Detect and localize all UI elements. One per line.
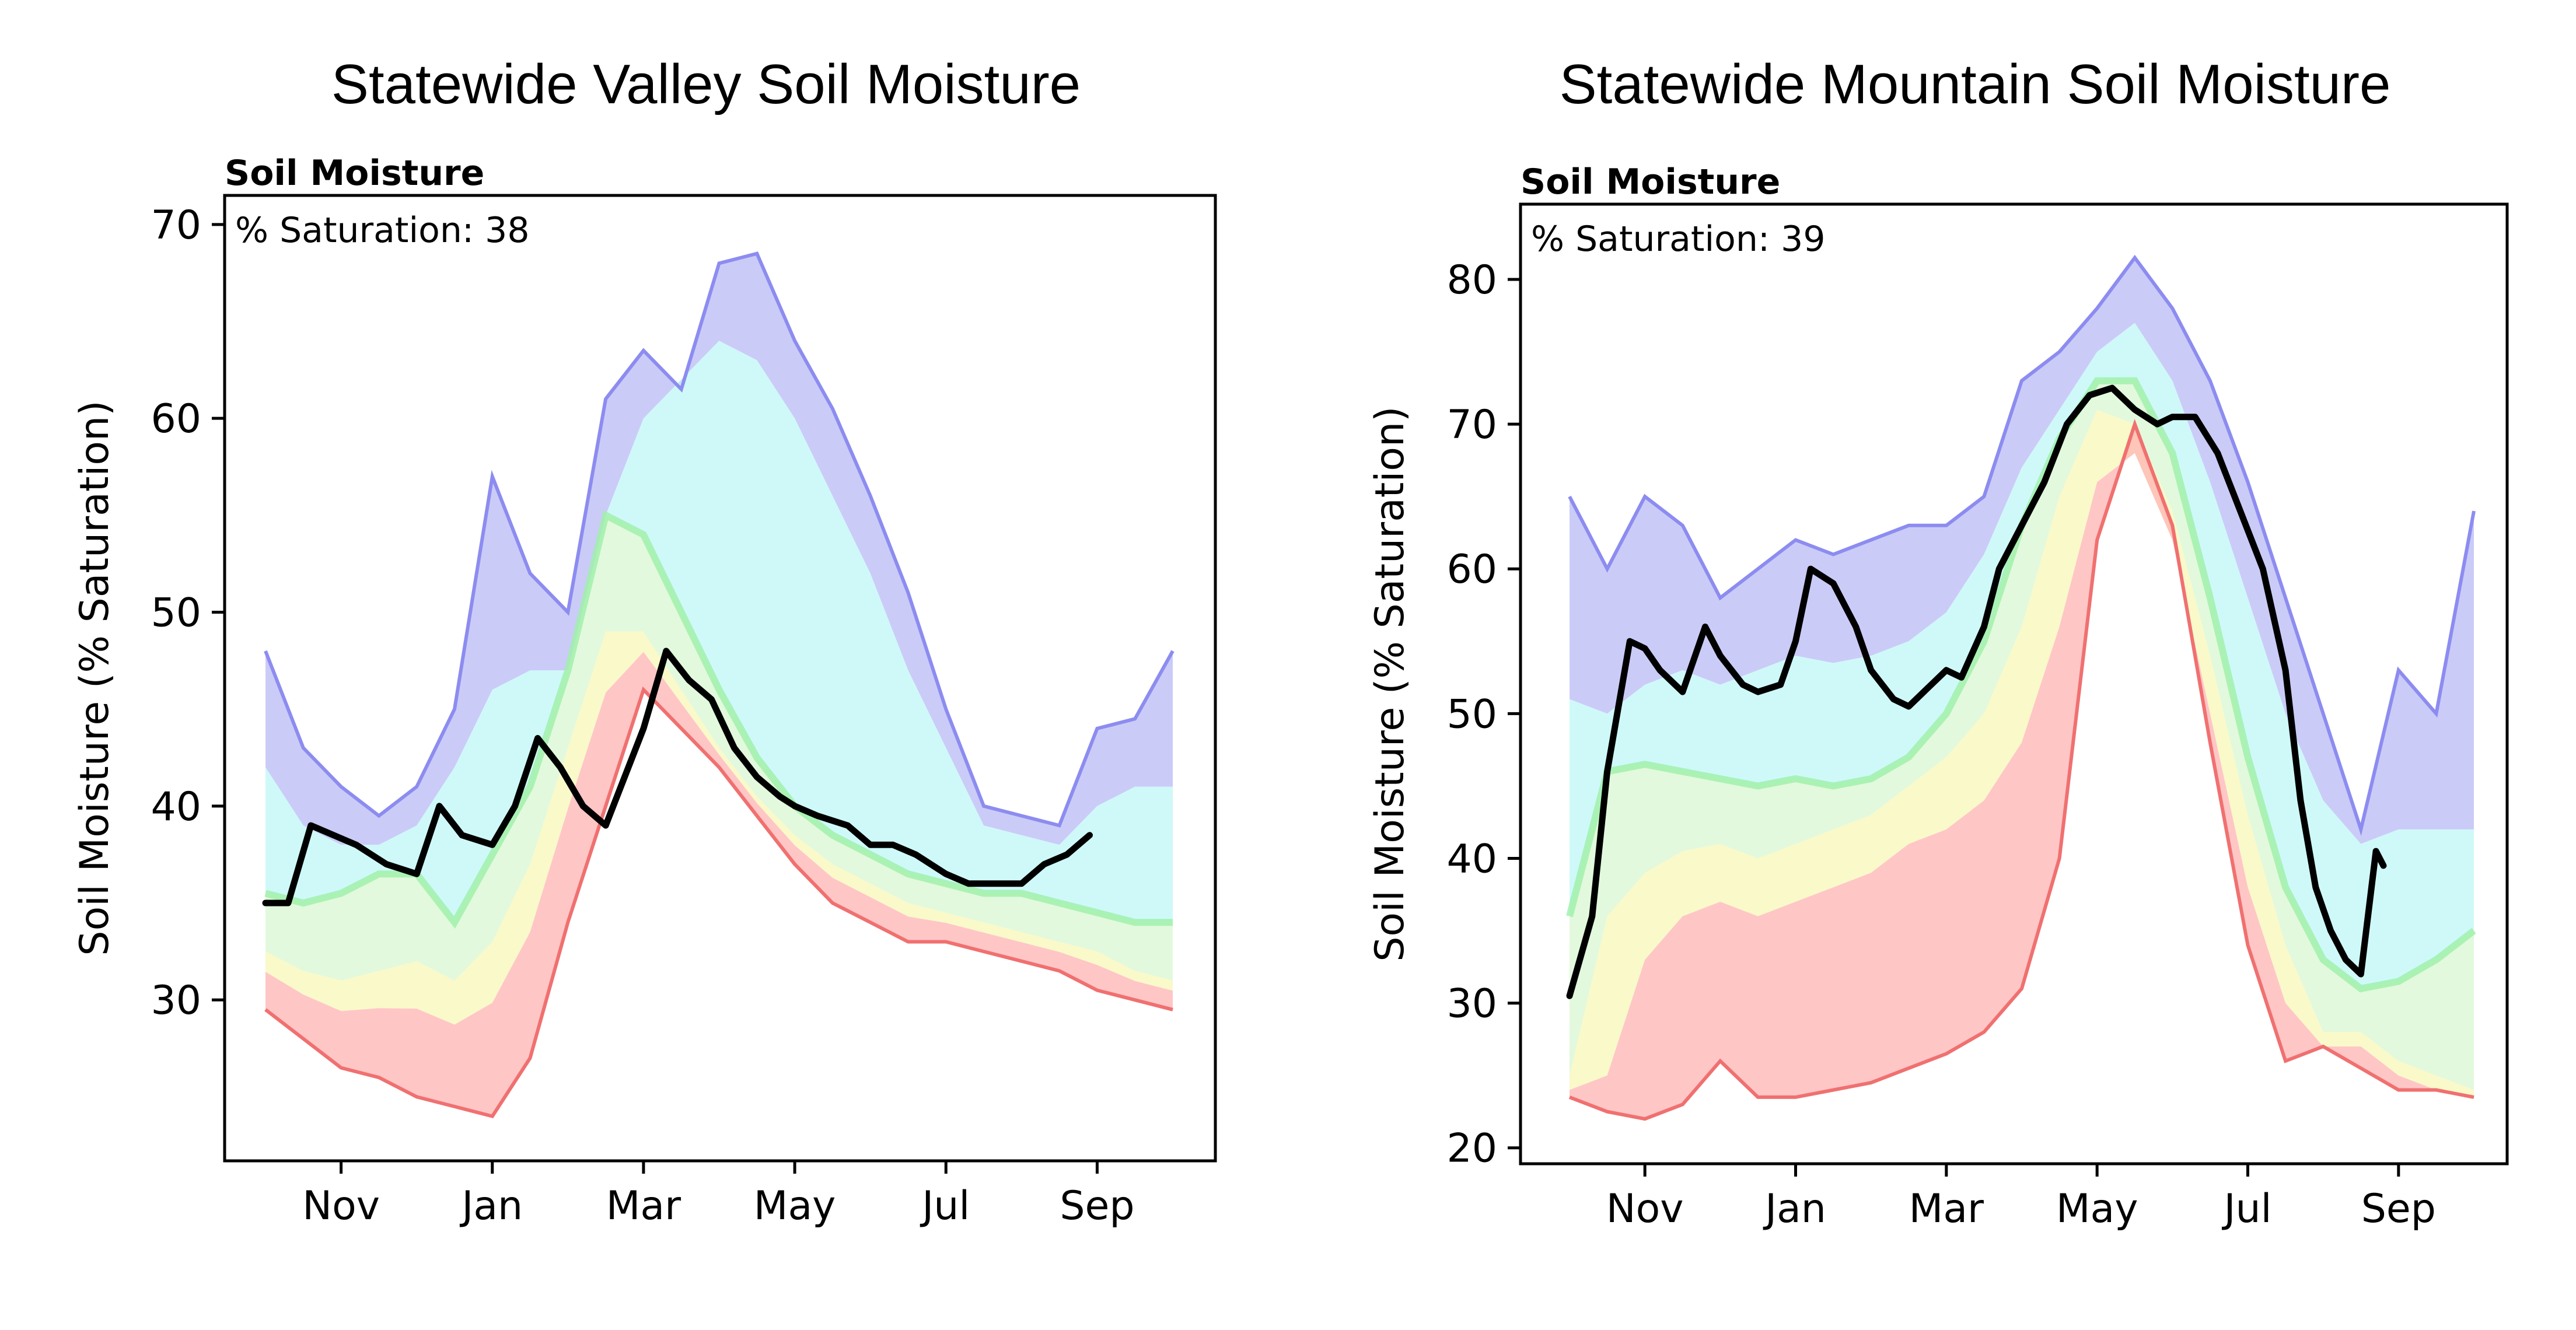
y-tick-label: 50	[1446, 691, 1497, 737]
band-p70-p50	[265, 341, 1173, 923]
x-tick-label: Jan	[459, 1183, 523, 1229]
y-axis-label: Soil Moisture (% Saturation)	[72, 400, 118, 956]
x-tick-label: Sep	[1060, 1183, 1134, 1229]
left-chart-title: Statewide Valley Soil Moisture	[331, 53, 1081, 116]
x-tick-label: Sep	[2361, 1186, 2436, 1232]
band-p30-p10	[265, 631, 1173, 1025]
band-p10-min	[1570, 424, 2474, 1119]
y-tick-label: 30	[151, 978, 201, 1024]
band-max-p70	[1570, 257, 2474, 844]
saturation-annotation: % Saturation: 38	[235, 210, 530, 251]
x-tick-label: Jul	[920, 1183, 970, 1229]
plot-frame	[223, 194, 1217, 1163]
y-tick-label: 70	[151, 202, 201, 249]
y-tick-label: 40	[151, 784, 201, 830]
band-max-p70	[265, 253, 1173, 845]
right-chart-title: Statewide Mountain Soil Moisture	[1559, 53, 2391, 116]
x-tick-label: Mar	[1909, 1186, 1984, 1232]
y-tick-label: 20	[1446, 1126, 1497, 1172]
y-tick-label: 30	[1446, 981, 1497, 1027]
x-tick-label: Jul	[2221, 1186, 2271, 1232]
y-tick-label: 60	[151, 396, 201, 442]
x-tick-label: May	[754, 1183, 836, 1229]
current-soil-moisture-line	[262, 648, 1093, 907]
valley-chart: 30 40 50 60 70 Nov Jan Mar May Jul Sep Soil Moistur…	[72, 153, 1217, 1229]
chart-subtitle: Soil Moisture	[225, 153, 484, 194]
y-axis-label: Soil Moisture (% Saturation)	[1367, 406, 1413, 961]
y-tick-label: 50	[151, 590, 201, 636]
band-p50-p30	[1570, 380, 2474, 1090]
band-p10-min	[265, 652, 1173, 1116]
min-line	[1568, 418, 2474, 1121]
min-line	[264, 686, 1173, 1119]
band-p70-p50	[1570, 323, 2474, 989]
y-tick-label: 70	[1446, 402, 1497, 448]
chart-subtitle: Soil Moisture	[1521, 162, 1780, 202]
mountain-chart: 20 30 40 50 60 70 80 Nov Jan Mar May Jul Sep Soil Moi…	[1367, 162, 2509, 1232]
y-tick-label: 40	[1446, 836, 1497, 882]
x-tick-label: Nov	[302, 1183, 380, 1229]
saturation-annotation: % Saturation: 39	[1531, 219, 1826, 260]
plot-frame	[1519, 202, 2509, 1166]
max-line	[264, 251, 1175, 828]
current-soil-moisture-line	[1566, 384, 2387, 999]
max-line	[1568, 254, 2476, 836]
x-tick-label: Mar	[606, 1183, 681, 1229]
x-tick-label: May	[2056, 1186, 2138, 1232]
y-tick-label: 80	[1446, 257, 1497, 303]
x-tick-label: Nov	[1606, 1186, 1684, 1232]
y-tick-label: 60	[1446, 547, 1497, 593]
x-tick-label: Jan	[1763, 1186, 1826, 1232]
